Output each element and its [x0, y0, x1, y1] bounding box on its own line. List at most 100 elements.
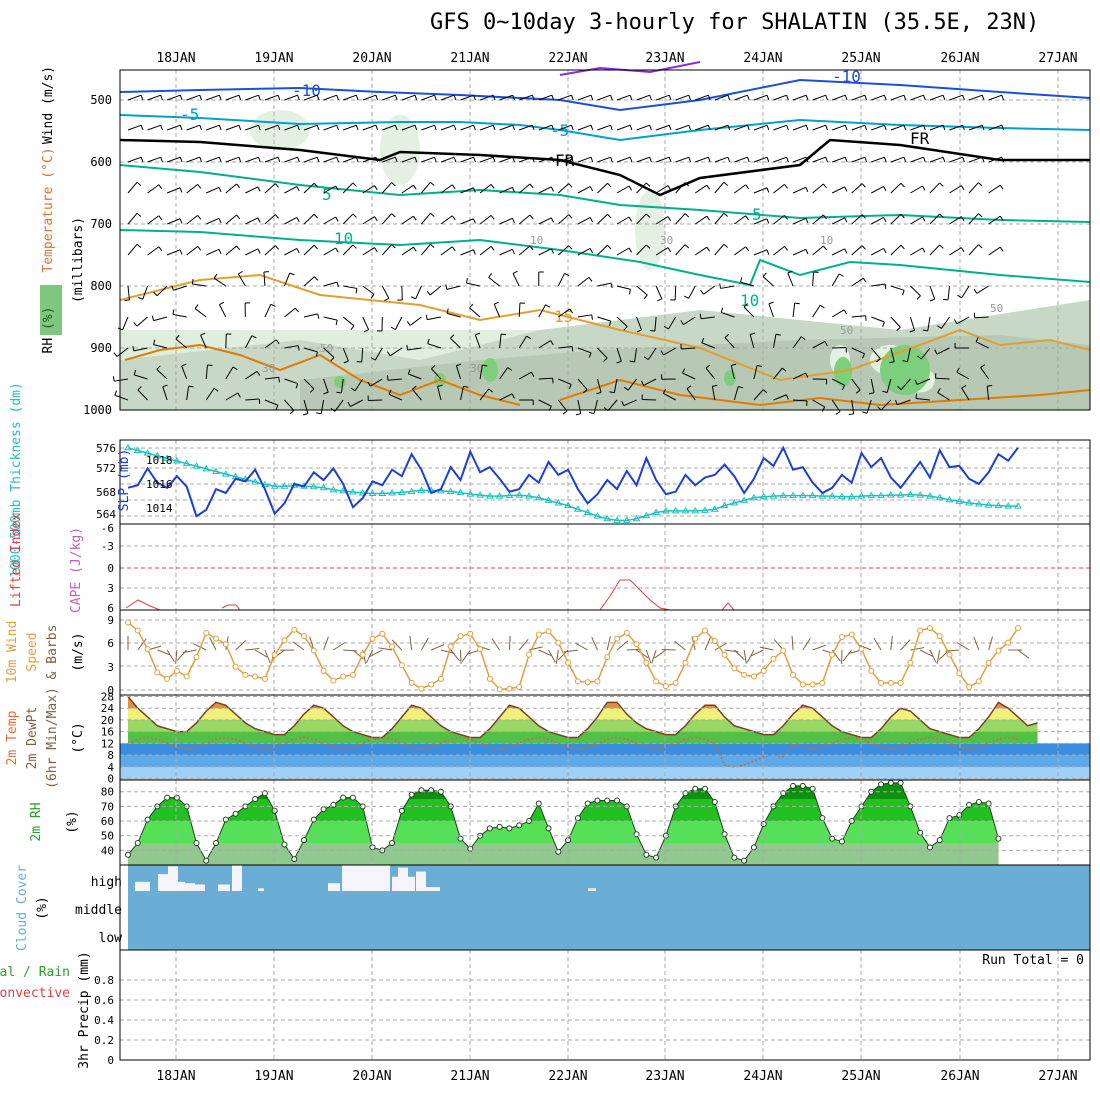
cloud-high-block — [416, 871, 426, 891]
wind-barb-flag — [923, 157, 926, 163]
lifted-index-axis-label: Lifted Index — [9, 513, 24, 607]
bottom-date-label: 18JAN — [156, 1069, 195, 1084]
dewpoint-band-mid — [120, 755, 1090, 767]
wind-barb — [460, 124, 474, 131]
wind-barb-flag — [609, 391, 615, 394]
top-date-label: 22JAN — [548, 51, 587, 66]
wind-barb-flag — [960, 216, 965, 222]
wind-barb — [753, 389, 764, 401]
wind-barb — [577, 185, 591, 194]
precip-axis-label: 3hr Precip (mm) — [77, 951, 92, 1068]
wind-barb-flag — [550, 217, 554, 223]
wind-barb — [949, 247, 962, 256]
wind-barb-flag — [475, 332, 481, 336]
wind-barb — [381, 285, 390, 299]
wind-barb — [264, 245, 276, 256]
contour-label: 50 — [840, 324, 853, 337]
temp2m-tick-label: 16 — [101, 726, 114, 739]
wind-barb-flag — [707, 157, 711, 163]
wind-barb — [237, 273, 246, 287]
wind-barb — [538, 340, 551, 349]
wind-barb — [714, 243, 725, 256]
thickness-line-marker — [339, 486, 348, 494]
cloud-high-block — [258, 888, 264, 891]
wind-barb-flag — [352, 213, 357, 218]
wind-barb-flag — [473, 95, 476, 101]
wind-barb-flag — [645, 213, 651, 218]
wind-barb-flag — [862, 411, 868, 414]
surface-wind-barb — [430, 644, 445, 651]
rh2m-line-marker — [281, 841, 288, 848]
temp2m-axis-label: (°C) — [71, 722, 86, 753]
wind-barb — [701, 342, 715, 349]
wind-barb-flag — [218, 249, 222, 255]
wind-barb-flag — [181, 363, 187, 367]
wind-barb-flag — [296, 186, 300, 192]
thickness-line-marker — [573, 505, 582, 512]
wind-barb — [362, 185, 375, 194]
wind-barb — [812, 214, 824, 225]
wind-barb — [961, 285, 970, 299]
surface-wind-barb — [254, 649, 268, 658]
wind-barb — [323, 124, 337, 131]
surface-wind-barb — [157, 649, 171, 656]
wind-barb-flag — [430, 212, 435, 217]
thickness-line-marker — [153, 451, 162, 459]
precip-tick-label: 0.4 — [94, 1014, 114, 1027]
wind-barb — [616, 316, 628, 327]
wind-barb-flag — [473, 125, 476, 131]
wind-barb-flag — [199, 157, 203, 163]
wind-barb — [166, 187, 181, 194]
wind-barb — [597, 316, 611, 322]
wind-barb-flag — [275, 405, 279, 411]
wind-barb-flag — [657, 298, 663, 302]
wind-barb-flag — [431, 364, 436, 370]
wind-barb — [890, 213, 902, 225]
wind-barb — [284, 345, 299, 349]
thickness-line-marker — [505, 491, 514, 499]
wind-barb-flag — [900, 182, 905, 188]
wind-barb-flag — [668, 95, 672, 101]
wind-barb — [851, 399, 855, 414]
surface-wind-barb — [714, 642, 728, 651]
wind-barb-flag — [629, 157, 633, 163]
wind-barb — [127, 94, 142, 101]
thickness-line-marker — [124, 443, 132, 451]
wind-barb — [206, 124, 220, 131]
wind-barb — [133, 347, 148, 352]
wind10-speed-line-marker — [682, 659, 689, 666]
wind-barb — [127, 212, 138, 225]
wind-barb-flag — [590, 125, 594, 131]
wind-barb — [968, 156, 983, 163]
rh2m-line-marker — [897, 779, 904, 786]
wind-barb-flag — [825, 95, 828, 101]
wind-barb — [264, 124, 279, 131]
wind10-speed-line-marker — [213, 635, 220, 642]
wind-barb-flag — [980, 364, 985, 368]
wind-barb — [870, 347, 881, 360]
wind-barb — [920, 347, 931, 360]
contour-label: -5 — [550, 121, 569, 140]
wind-barb-flag — [923, 125, 926, 131]
wind-barb — [714, 124, 729, 131]
wind-barb — [734, 184, 746, 194]
wind-barb-flag — [511, 393, 515, 399]
contour-label: FR — [555, 151, 575, 170]
wind-barb-flag — [451, 246, 456, 252]
wind-barb-flag — [445, 284, 448, 290]
thickness-tick-label: 568 — [96, 486, 116, 499]
temperature-axis-label: Temperature (°C) — [41, 147, 56, 272]
thickness-line-marker — [309, 482, 318, 490]
wind-barb-flag — [213, 273, 218, 279]
wind-barb — [682, 372, 696, 380]
thickness-line-marker — [446, 487, 455, 494]
temp2m-axis-label: 2m Temp — [5, 710, 20, 765]
rh2m-line-marker — [486, 825, 493, 832]
wind-barb — [714, 156, 729, 163]
wind-barb-flag — [805, 157, 809, 163]
wind-barb — [147, 94, 161, 101]
wind-barb — [730, 365, 735, 380]
wind-barb-flag — [179, 95, 183, 101]
rh2m-tick-label: 50 — [101, 830, 114, 843]
